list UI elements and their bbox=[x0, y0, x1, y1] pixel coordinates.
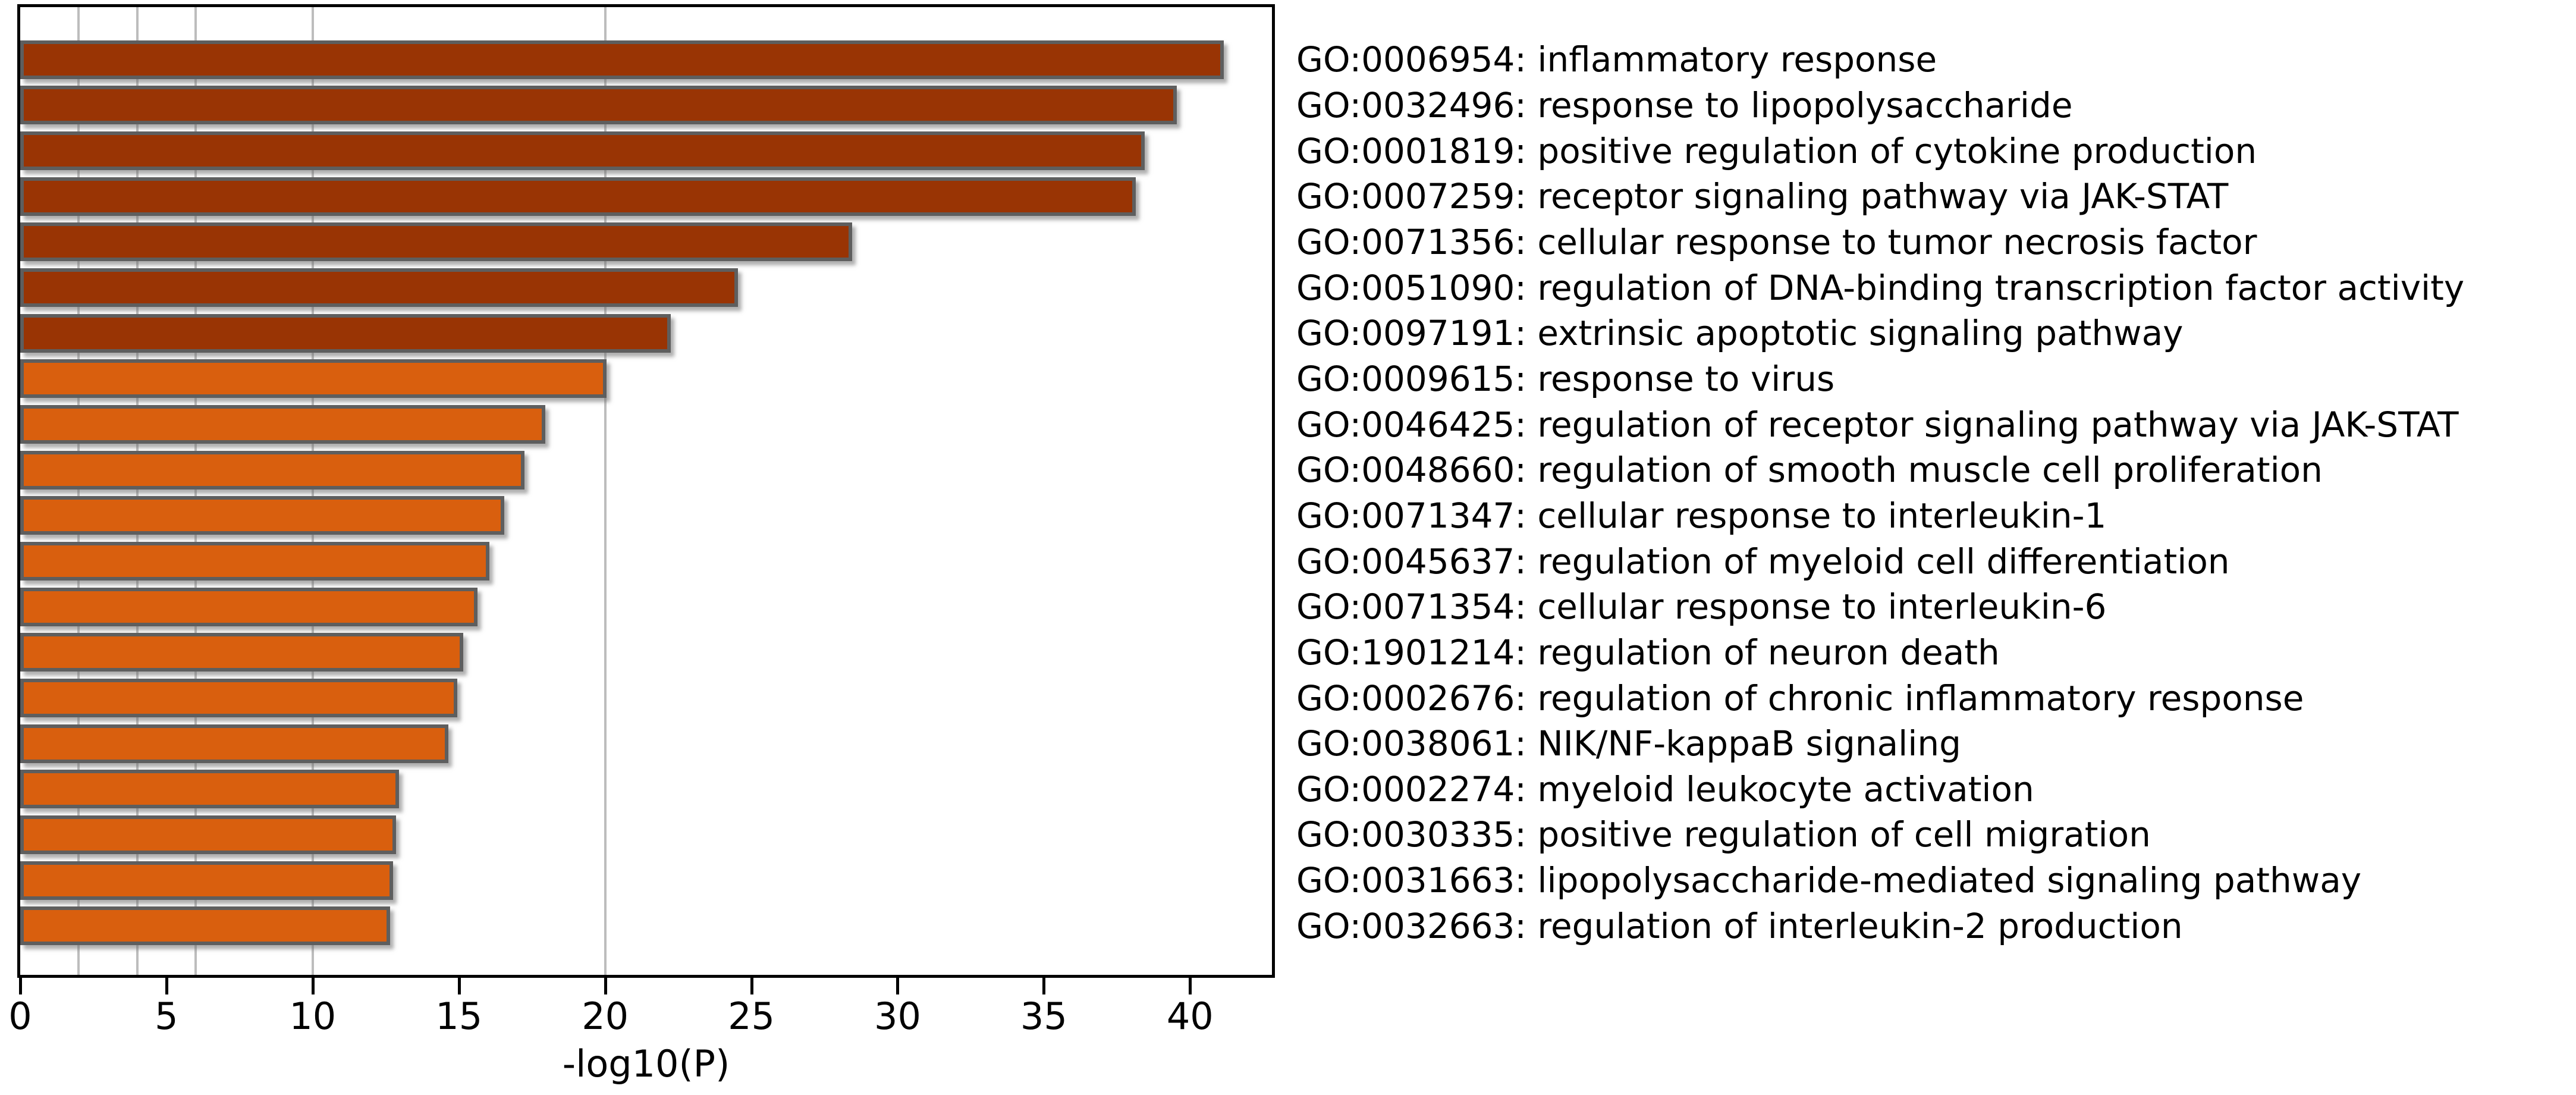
bar bbox=[20, 268, 739, 308]
bar-row-6 bbox=[20, 310, 1272, 356]
bar-row-8 bbox=[20, 401, 1272, 447]
go-term-label-4: GO:0071356: cellular response to tumor n… bbox=[1296, 221, 2257, 262]
bar-row-19 bbox=[20, 903, 1272, 949]
bar bbox=[20, 313, 671, 353]
bar-row-7 bbox=[20, 356, 1272, 402]
bar bbox=[20, 633, 463, 672]
x-axis-title: -log10(P) bbox=[562, 1042, 730, 1085]
go-term-label-15: GO:0038061: NIK/NF-kappaB signaling bbox=[1296, 723, 1961, 764]
x-tick-label-15: 15 bbox=[435, 994, 483, 1038]
x-tick-label-30: 30 bbox=[874, 994, 921, 1038]
x-tick-25 bbox=[750, 978, 753, 994]
x-tick-30 bbox=[896, 978, 900, 994]
go-term-label-19: GO:0032663: regulation of interleukin-2 … bbox=[1296, 905, 2183, 946]
go-term-label-11: GO:0045637: regulation of myeloid cell d… bbox=[1296, 541, 2230, 582]
bar bbox=[20, 405, 545, 444]
x-tick-label-35: 35 bbox=[1020, 994, 1067, 1038]
go-term-label-6: GO:0097191: extrinsic apoptotic signalin… bbox=[1296, 313, 2184, 354]
bar-row-17 bbox=[20, 812, 1272, 858]
bar bbox=[20, 770, 399, 809]
bar-row-13 bbox=[20, 630, 1272, 676]
gridline-2 bbox=[77, 7, 80, 975]
x-tick-0 bbox=[19, 978, 22, 994]
x-tick-5 bbox=[165, 978, 168, 994]
bar-row-5 bbox=[20, 265, 1272, 310]
bar bbox=[20, 587, 478, 626]
gridline-20 bbox=[604, 7, 607, 975]
bar-row-14 bbox=[20, 675, 1272, 721]
x-axis: 0 5 10 15 20 25 30 35 40 bbox=[8, 978, 1272, 1035]
go-term-label-13: GO:1901214: regulation of neuron death bbox=[1296, 632, 2000, 673]
bar-row-11 bbox=[20, 538, 1272, 584]
go-term-label-18: GO:0031663: lipopolysaccharide-mediated … bbox=[1296, 860, 2362, 901]
go-term-label-16: GO:0002274: myeloid leukocyte activation bbox=[1296, 768, 2034, 810]
bar bbox=[20, 359, 607, 399]
go-term-label-14: GO:0002676: regulation of chronic inflam… bbox=[1296, 677, 2304, 719]
bar bbox=[20, 815, 396, 854]
gridline-4 bbox=[136, 7, 139, 975]
bar bbox=[20, 450, 525, 490]
x-tick-label-0: 0 bbox=[8, 994, 32, 1038]
bar bbox=[20, 177, 1136, 216]
go-term-label-2: GO:0001819: positive regulation of cytok… bbox=[1296, 130, 2257, 171]
bar-row-3 bbox=[20, 174, 1272, 219]
bar bbox=[20, 40, 1224, 79]
plot-area bbox=[17, 4, 1275, 978]
bar-row-9 bbox=[20, 447, 1272, 493]
bar bbox=[20, 861, 393, 900]
go-term-label-17: GO:0030335: positive regulation of cell … bbox=[1296, 814, 2151, 855]
bar-row-1 bbox=[20, 83, 1272, 128]
bar-row-2 bbox=[20, 128, 1272, 174]
bar bbox=[20, 86, 1177, 125]
bar-row-4 bbox=[20, 219, 1272, 265]
go-term-label-8: GO:0046425: regulation of receptor signa… bbox=[1296, 404, 2459, 445]
bar-row-16 bbox=[20, 767, 1272, 812]
gridline-10 bbox=[311, 7, 314, 975]
bar-row-18 bbox=[20, 858, 1272, 903]
bar bbox=[20, 724, 449, 763]
x-tick-label-25: 25 bbox=[728, 994, 775, 1038]
bar bbox=[20, 496, 504, 535]
go-term-label-12: GO:0071354: cellular response to interle… bbox=[1296, 586, 2107, 627]
x-tick-40 bbox=[1189, 978, 1192, 994]
go-term-label-5: GO:0051090: regulation of DNA-binding tr… bbox=[1296, 267, 2465, 308]
go-term-label-9: GO:0048660: regulation of smooth muscle … bbox=[1296, 450, 2323, 491]
go-term-label-column: GO:0006954: inflammatory response GO:0032… bbox=[1296, 7, 2464, 975]
x-tick-label-40: 40 bbox=[1166, 994, 1214, 1038]
x-tick-20 bbox=[604, 978, 607, 994]
x-tick-10 bbox=[311, 978, 315, 994]
x-tick-label-20: 20 bbox=[582, 994, 629, 1038]
bar bbox=[20, 679, 457, 718]
gridline-6 bbox=[194, 7, 197, 975]
x-tick-label-5: 5 bbox=[155, 994, 178, 1038]
x-tick-15 bbox=[457, 978, 461, 994]
bar bbox=[20, 222, 852, 262]
bar-row-15 bbox=[20, 721, 1272, 767]
go-term-label-0: GO:0006954: inflammatory response bbox=[1296, 39, 1937, 80]
go-term-label-3: GO:0007259: receptor signaling pathway v… bbox=[1296, 176, 2229, 217]
go-term-label-1: GO:0032496: response to lipopolysacchari… bbox=[1296, 84, 2073, 125]
bars-container bbox=[20, 7, 1272, 975]
bar bbox=[20, 542, 490, 581]
bar bbox=[20, 906, 390, 946]
go-term-label-10: GO:0071347: cellular response to interle… bbox=[1296, 495, 2107, 536]
x-tick-35 bbox=[1042, 978, 1046, 994]
bar-row-0 bbox=[20, 37, 1272, 83]
x-tick-label-10: 10 bbox=[289, 994, 337, 1038]
bar bbox=[20, 131, 1145, 171]
bar-row-12 bbox=[20, 584, 1272, 630]
bar-row-10 bbox=[20, 493, 1272, 539]
go-term-label-7: GO:0009615: response to virus bbox=[1296, 358, 1835, 399]
